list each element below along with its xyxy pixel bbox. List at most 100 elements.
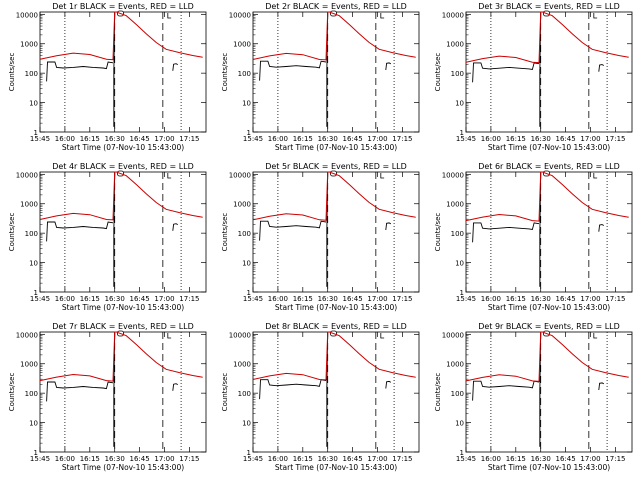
panel-title: Det 7r BLACK = Events, RED = LLD bbox=[52, 322, 194, 331]
events-post-flare-line bbox=[172, 63, 179, 71]
x-tick-label: 17:00 bbox=[367, 295, 387, 303]
y-tick-label: 10 bbox=[455, 420, 464, 428]
x-tick-label: 16:45 bbox=[556, 455, 576, 463]
x-tick-label: 16:00 bbox=[268, 135, 288, 143]
top-marker-bracket bbox=[380, 333, 385, 339]
x-tick-label: 17:15 bbox=[179, 455, 199, 463]
x-tick-label: 16:15 bbox=[80, 135, 100, 143]
x-axis-label: Start Time (07-Nov-10 15:43:00) bbox=[62, 463, 184, 472]
y-tick-label: 1000 bbox=[20, 361, 38, 369]
y-tick-label: 10 bbox=[29, 100, 38, 108]
lld-series-line bbox=[39, 331, 203, 382]
x-tick-label: 16:30 bbox=[105, 455, 125, 463]
panel-title: Det 5r BLACK = Events, RED = LLD bbox=[265, 162, 407, 171]
lld-series-line bbox=[465, 171, 629, 222]
x-tick-label: 16:30 bbox=[531, 455, 551, 463]
y-tick-label: 100 bbox=[238, 70, 251, 78]
events-post-flare-line bbox=[385, 222, 392, 231]
y-axis-label: Counts/sec bbox=[221, 213, 229, 252]
x-tick-label: 17:15 bbox=[179, 295, 199, 303]
x-tick-label: 16:15 bbox=[506, 135, 526, 143]
x-tick-label: 15:45 bbox=[456, 295, 476, 303]
y-tick-label: 100 bbox=[238, 390, 251, 398]
y-tick-label: 1 bbox=[34, 449, 38, 457]
x-tick-label: 17:15 bbox=[605, 295, 625, 303]
panel-title: Det 2r BLACK = Events, RED = LLD bbox=[265, 2, 407, 11]
events-series-line bbox=[46, 381, 114, 402]
events-series-line bbox=[259, 60, 327, 81]
y-axis-label: Counts/sec bbox=[8, 53, 16, 92]
y-axis-label: Counts/sec bbox=[8, 373, 16, 412]
x-tick-label: 16:00 bbox=[268, 295, 288, 303]
y-tick-label: 1 bbox=[460, 289, 464, 297]
x-tick-label: 16:15 bbox=[293, 295, 313, 303]
y-tick-label: 10 bbox=[455, 100, 464, 108]
y-axis-label: Counts/sec bbox=[434, 53, 442, 92]
events-post-flare-line bbox=[172, 223, 179, 231]
x-tick-label: 16:30 bbox=[318, 295, 338, 303]
x-tick-label: 16:30 bbox=[318, 135, 338, 143]
x-tick-label: 17:00 bbox=[154, 455, 174, 463]
x-axis-label: Start Time (07-Nov-10 15:43:00) bbox=[488, 143, 610, 152]
events-series-line bbox=[472, 222, 540, 243]
y-tick-label: 1 bbox=[34, 129, 38, 137]
events-post-flare-line bbox=[385, 62, 392, 71]
y-tick-label: 100 bbox=[451, 390, 464, 398]
chart-panel-6: Det 6r BLACK = Events, RED = LLD Counts/s… bbox=[434, 162, 633, 312]
events-post-flare-line bbox=[598, 64, 605, 72]
x-tick-label: 16:00 bbox=[481, 455, 501, 463]
x-tick-label: 16:00 bbox=[268, 455, 288, 463]
top-marker-bracket bbox=[380, 173, 385, 179]
x-tick-label: 16:00 bbox=[481, 135, 501, 143]
x-tick-label: 16:30 bbox=[318, 455, 338, 463]
y-axis-label: Counts/sec bbox=[434, 213, 442, 252]
x-tick-label: 16:15 bbox=[80, 455, 100, 463]
x-tick-label: 15:45 bbox=[243, 295, 263, 303]
chart-panel-2: Det 2r BLACK = Events, RED = LLD Counts/s… bbox=[221, 2, 420, 152]
x-tick-label: 16:00 bbox=[55, 455, 75, 463]
chart-panel-1: Det 1r BLACK = Events, RED = LLD Counts/s… bbox=[8, 2, 207, 152]
x-tick-label: 16:00 bbox=[55, 295, 75, 303]
y-tick-label: 10000 bbox=[16, 11, 38, 19]
x-tick-label: 16:15 bbox=[80, 295, 100, 303]
chart-panel-5: Det 5r BLACK = Events, RED = LLD Counts/s… bbox=[221, 162, 420, 312]
y-tick-label: 1 bbox=[247, 289, 251, 297]
y-tick-label: 10000 bbox=[442, 11, 464, 19]
y-tick-label: 1 bbox=[460, 129, 464, 137]
lld-series-line bbox=[252, 171, 416, 221]
x-axis-label: Start Time (07-Nov-10 15:43:00) bbox=[488, 463, 610, 472]
top-marker-bracket bbox=[167, 333, 172, 339]
y-tick-label: 1000 bbox=[446, 41, 464, 49]
panel-title: Det 4r BLACK = Events, RED = LLD bbox=[52, 162, 194, 171]
events-series-line bbox=[46, 61, 114, 82]
x-tick-label: 17:00 bbox=[580, 135, 600, 143]
y-tick-label: 100 bbox=[238, 230, 251, 238]
y-tick-label: 1 bbox=[460, 449, 464, 457]
lld-series-line bbox=[39, 171, 203, 221]
x-axis-label: Start Time (07-Nov-10 15:43:00) bbox=[275, 303, 397, 312]
y-tick-label: 10 bbox=[242, 260, 251, 268]
x-tick-label: 17:15 bbox=[392, 455, 412, 463]
top-marker-bracket bbox=[593, 173, 598, 179]
x-tick-label: 17:15 bbox=[179, 135, 199, 143]
events-post-flare-line bbox=[598, 224, 605, 232]
y-axis-label: Counts/sec bbox=[221, 53, 229, 92]
y-tick-label: 1000 bbox=[233, 201, 251, 209]
events-post-flare-line bbox=[598, 382, 605, 391]
y-tick-label: 100 bbox=[451, 70, 464, 78]
events-series-line bbox=[472, 62, 540, 83]
x-tick-label: 16:45 bbox=[343, 295, 363, 303]
y-tick-label: 10000 bbox=[229, 11, 251, 19]
x-tick-label: 16:45 bbox=[130, 135, 150, 143]
x-tick-label: 17:15 bbox=[605, 455, 625, 463]
lld-series-line bbox=[465, 11, 629, 64]
y-axis-label: Counts/sec bbox=[221, 373, 229, 412]
x-tick-label: 16:15 bbox=[293, 455, 313, 463]
x-tick-label: 16:45 bbox=[556, 135, 576, 143]
events-post-flare-line bbox=[385, 380, 392, 389]
lld-series-line bbox=[252, 331, 416, 381]
y-tick-label: 10000 bbox=[229, 331, 251, 339]
y-tick-label: 10000 bbox=[16, 171, 38, 179]
chart-panel-9: Det 9r BLACK = Events, RED = LLD Counts/s… bbox=[434, 322, 633, 472]
events-series-line bbox=[259, 220, 327, 241]
